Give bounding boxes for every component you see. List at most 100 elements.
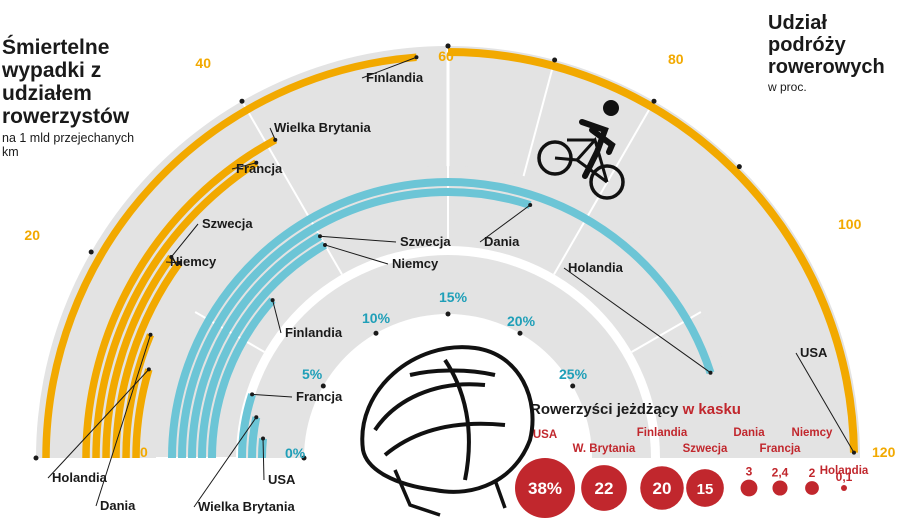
- leader-dot: [169, 254, 174, 259]
- helmet-use-value: 20: [653, 479, 672, 498]
- deaths-label: Francja: [236, 161, 283, 176]
- leader-dot: [270, 298, 275, 303]
- helmet-use-bubble: [841, 485, 847, 491]
- helmet-use-value: 3: [746, 465, 753, 479]
- helmet-bar-szwecja: [188, 232, 323, 459]
- share-tick-label: 120: [872, 444, 896, 460]
- deaths-bar-szwecja: [102, 254, 175, 459]
- leader-dot: [146, 367, 151, 372]
- helmet-use-title-part2: w kasku: [682, 401, 741, 418]
- deaths-tick-dot: [88, 249, 94, 255]
- deaths-bar-niemcy: [112, 260, 183, 459]
- share-tick-dot: [736, 164, 742, 170]
- helmet-bar-niemcy: [198, 241, 328, 459]
- helmet-use-country: Szwecja: [683, 443, 728, 455]
- leader-line: [252, 393, 293, 398]
- helmet-label: Holandia: [568, 260, 624, 275]
- leader-line: [193, 416, 257, 508]
- helmet-use-country: Finlandia: [637, 427, 688, 439]
- leader-line: [479, 204, 531, 243]
- helmet-use-country: Holandia: [820, 465, 869, 477]
- helmet-label: USA: [268, 472, 296, 487]
- share-tick-dot: [445, 43, 451, 49]
- deaths-bar-francja: [92, 159, 259, 459]
- helmet-tick-label: 0%: [285, 445, 306, 461]
- helmet-tick-dot: [301, 455, 307, 461]
- helmet-use-title: Rowerzyści jeżdżący w kasku: [530, 401, 741, 418]
- helmet-use-title-part1: Rowerzyści jeżdżący: [530, 401, 683, 418]
- helmet-label: Francja: [296, 389, 343, 404]
- helmet-tick-label: 25%: [559, 366, 588, 382]
- leader-line: [272, 299, 282, 334]
- leader-dot: [528, 203, 533, 208]
- leader-line: [319, 235, 397, 243]
- share-tick-label: 100: [838, 216, 862, 232]
- leader-line: [795, 352, 855, 453]
- bike-helmet-icon: [360, 345, 535, 517]
- share-bar-usa: [447, 48, 858, 453]
- helmet-use-value: 15: [697, 481, 714, 498]
- helmet-bar-francja: [238, 393, 256, 459]
- helmet-use-country: W. Brytania: [573, 443, 636, 455]
- helmet-bar-finlandia: [208, 297, 276, 459]
- helmet-tick-dot: [445, 311, 451, 317]
- leader-line: [269, 127, 276, 141]
- share-tick-dot: [552, 57, 558, 63]
- helmet-use-country: Dania: [733, 427, 765, 439]
- share-title: Udział podróży rowerowych: [768, 12, 885, 78]
- leader-dot: [851, 450, 856, 455]
- leader-dot: [250, 392, 255, 397]
- helmet-use-country: USA: [533, 429, 557, 441]
- helmet-use-country: Niemcy: [792, 427, 834, 439]
- helmet-tick-dot: [570, 383, 576, 389]
- helmet-tick-label: 5%: [302, 366, 323, 382]
- helmet-use-bubble: [640, 466, 684, 510]
- share-label: USA: [800, 345, 828, 360]
- deaths-label: Szwecja: [202, 216, 253, 231]
- leader-line: [231, 162, 257, 170]
- deaths-label: Dania: [100, 498, 136, 513]
- helmet-use-bubble: [581, 465, 627, 511]
- helmet-use-country: Francja: [760, 443, 802, 455]
- leader-line: [165, 261, 180, 264]
- helmet-use-value: 2,4: [772, 465, 789, 479]
- cyclist-icon: [537, 100, 625, 200]
- share-subtitle: w proc.: [768, 80, 807, 94]
- helmet-tick-dot: [517, 330, 523, 336]
- deaths-title-block: Śmiertelne wypadki z udziałem rowerzystó…: [2, 36, 152, 159]
- helmet-label: Wielka Brytania: [198, 499, 295, 514]
- helmet-tick-label: 15%: [439, 289, 468, 305]
- leader-line: [563, 267, 711, 374]
- leader-dot: [273, 137, 278, 142]
- leader-line: [47, 369, 150, 479]
- helmet-tick-label: 10%: [362, 310, 391, 326]
- helmet-use-bubble: [805, 481, 819, 495]
- deaths-tick-label: 20: [24, 227, 40, 243]
- helmet-use-value: 38%: [528, 479, 562, 498]
- leader-line: [361, 56, 417, 79]
- helmet-label: Szwecja: [400, 234, 451, 249]
- leader-dot: [318, 234, 322, 239]
- leader-line: [324, 244, 389, 265]
- helmet-bar-dania: [178, 188, 532, 459]
- leader-dot: [323, 242, 327, 247]
- leader-dot: [414, 55, 419, 60]
- helmet-label: Niemcy: [392, 256, 439, 271]
- helmet-label: Dania: [484, 234, 520, 249]
- deaths-bar-wielka-brytania: [82, 136, 278, 459]
- helmet-use-bubble: [515, 458, 575, 518]
- helmet-tick-label: 20%: [507, 313, 536, 329]
- deaths-label: Niemcy: [170, 254, 217, 269]
- leader-dot: [261, 436, 266, 441]
- leader-dot: [148, 332, 153, 337]
- helmet-bar-holandia: [168, 178, 715, 459]
- share-tick-dot: [651, 98, 657, 104]
- deaths-bar-holandia: [132, 368, 153, 459]
- deaths-tick-label: 40: [195, 55, 211, 71]
- share-tick-label: 80: [668, 51, 684, 67]
- helmet-use-value: 0,1: [836, 470, 853, 484]
- deaths-subtitle: na 1 mld przejechanych km: [2, 131, 135, 159]
- helmet-label: Finlandia: [285, 325, 343, 340]
- leader-dot: [254, 160, 259, 165]
